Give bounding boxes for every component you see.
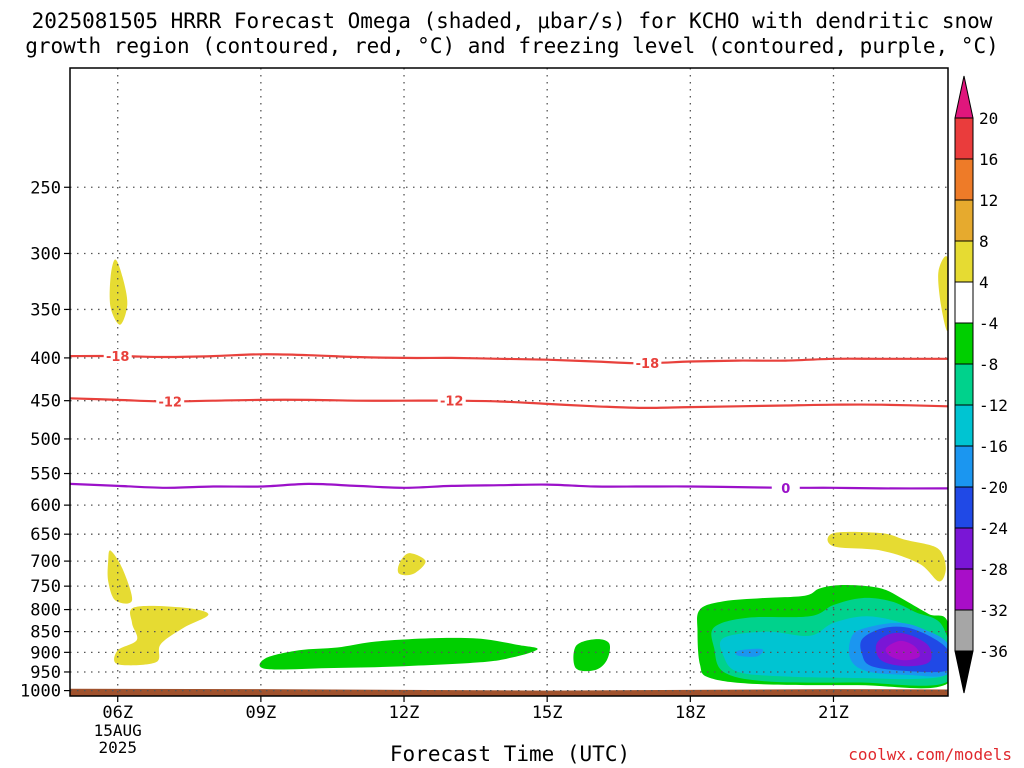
omega-region-4 <box>398 553 426 575</box>
contour-line-1 <box>70 398 948 408</box>
y-tick-label-700: 700 <box>30 552 61 572</box>
contour-label-0-0: -18 <box>106 350 130 365</box>
y-tick-label-850: 850 <box>30 623 61 643</box>
colorbar-bin-8 <box>955 446 973 487</box>
colorbar-label-7: -12 <box>979 396 1008 415</box>
colorbar-label-0: 20 <box>979 109 998 128</box>
colorbar-label-2: 12 <box>979 191 998 210</box>
y-tick-label-600: 600 <box>30 496 61 516</box>
colorbar-bin-6 <box>955 364 973 405</box>
y-tick-label-350: 350 <box>30 300 61 320</box>
omega-shading <box>70 256 955 696</box>
colorbar-label-10: -24 <box>979 519 1008 538</box>
omega-region-6 <box>260 638 538 670</box>
contour-label-0-1: -18 <box>636 357 660 372</box>
x-tick-label-15Z: 15Z <box>532 703 563 723</box>
colorbar-label-12: -32 <box>979 601 1008 620</box>
colorbar-label-8: -16 <box>979 437 1008 456</box>
x-tick-label-09Z: 09Z <box>246 703 277 723</box>
y-tick-label-400: 400 <box>30 349 61 369</box>
omega-region-5 <box>828 532 946 582</box>
y-tick-label-650: 650 <box>30 525 61 545</box>
colorbar-bin-12 <box>955 610 973 651</box>
omega-region-0 <box>110 260 128 325</box>
contour-line-0 <box>70 354 948 363</box>
colorbar-bin-0 <box>955 118 973 159</box>
colorbar-bin-4 <box>955 282 973 323</box>
x-tick-label-18Z: 18Z <box>675 703 706 723</box>
ground-surface <box>70 689 948 696</box>
contour-label-2-0: 0 <box>781 482 790 497</box>
y-tick-label-950: 950 <box>30 663 61 683</box>
y-tick-label-500: 500 <box>30 430 61 450</box>
colorbar-label-6: -8 <box>979 355 998 374</box>
colorbar-label-4: 4 <box>979 273 989 292</box>
x-tick-label-06Z: 06Z <box>102 703 133 723</box>
colorbar-bin-5 <box>955 323 973 364</box>
colorbar-bin-3 <box>955 241 973 282</box>
colorbar-bin-2 <box>955 200 973 241</box>
x-axis-title: Forecast Time (UTC) <box>340 742 680 766</box>
y-tick-label-800: 800 <box>30 601 61 621</box>
x-tick-label-21Z: 21Z <box>818 703 849 723</box>
y-tick-label-550: 550 <box>30 465 61 485</box>
y-tick-label-900: 900 <box>30 643 61 663</box>
omega-region-3 <box>114 606 208 665</box>
colorbar-bin-7 <box>955 405 973 446</box>
colorbar-label-13: -36 <box>979 642 1008 661</box>
colorbar-label-5: -4 <box>979 314 998 333</box>
colorbar-arrow-bottom <box>955 651 973 693</box>
y-tick-label-250: 250 <box>30 178 61 198</box>
credit-link[interactable]: coolwx.com/models <box>848 745 1012 764</box>
colorbar-bin-10 <box>955 528 973 569</box>
y-tick-label-450: 450 <box>30 392 61 412</box>
x-date-label-1: 2025 <box>98 738 137 757</box>
colorbar-arrow-top <box>955 76 973 118</box>
contour-line-2 <box>70 484 948 489</box>
x-tick-label-12Z: 12Z <box>389 703 420 723</box>
contour-label-1-1: -12 <box>440 395 464 410</box>
colorbar-label-3: 8 <box>979 232 989 251</box>
omega-region-2 <box>108 550 133 603</box>
colorbar-bin-11 <box>955 569 973 610</box>
y-tick-label-1000: 1000 <box>20 682 61 702</box>
y-tick-label-750: 750 <box>30 577 61 597</box>
omega-region-7 <box>573 639 610 671</box>
colorbar-label-9: -20 <box>979 478 1008 497</box>
contour-label-1-0: -12 <box>158 395 182 410</box>
colorbar-bin-1 <box>955 159 973 200</box>
y-tick-label-300: 300 <box>30 244 61 264</box>
colorbar-label-1: 16 <box>979 150 998 169</box>
colorbar-bin-9 <box>955 487 973 528</box>
colorbar-label-11: -28 <box>979 560 1008 579</box>
